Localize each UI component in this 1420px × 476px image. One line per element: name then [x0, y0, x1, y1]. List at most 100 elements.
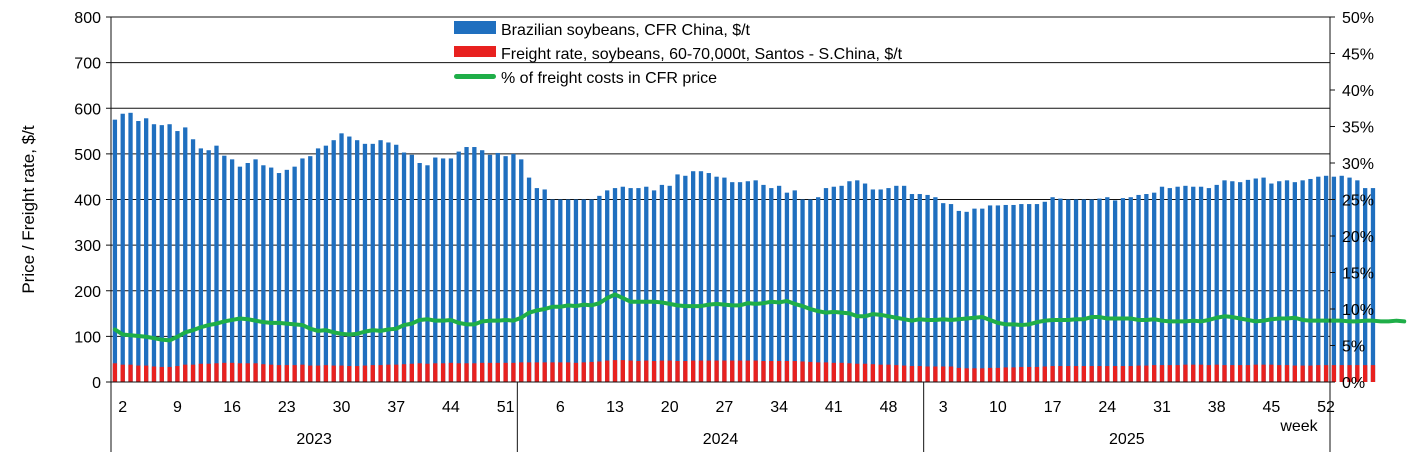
bar-soybeans: [112, 119, 118, 382]
bar-freight: [698, 360, 704, 382]
bar-soybeans: [378, 140, 383, 382]
bar-soybeans: [276, 173, 282, 382]
bar-freight: [1073, 366, 1079, 382]
line-freight-share: [112, 292, 1407, 343]
bar-soybeans: [1292, 182, 1297, 382]
bar-soybeans: [644, 186, 649, 382]
bar-freight: [941, 366, 946, 382]
bar-freight: [1058, 366, 1063, 382]
bar-soybeans: [1331, 176, 1337, 382]
bar-soybeans: [948, 204, 954, 382]
bar-freight: [933, 366, 938, 382]
bar-soybeans: [1214, 184, 1219, 382]
x-tick-label: 27: [716, 399, 734, 416]
bar-freight: [394, 364, 399, 382]
bar-soybeans: [1198, 186, 1204, 382]
bar-freight: [261, 364, 266, 382]
bar-freight: [1042, 366, 1047, 382]
y-axis-left: 0 100 200 300 400 500 600 700 800: [74, 10, 111, 392]
bar-soybeans: [597, 195, 602, 382]
x-tick-label: 16: [223, 399, 241, 416]
bar-soybeans: [909, 194, 915, 382]
bar-freight: [1183, 364, 1188, 382]
x-tick-label: 31: [1153, 399, 1171, 416]
y-tick-label: 600: [74, 101, 101, 118]
bar-soybeans: [855, 180, 860, 382]
bar-freight: [526, 362, 532, 382]
bar-freight: [1261, 364, 1266, 382]
bar-soybeans: [831, 186, 836, 382]
bar-soybeans: [1206, 188, 1212, 382]
bar-freight: [667, 360, 672, 382]
bar-freight: [917, 366, 922, 382]
bar-freight: [222, 362, 227, 382]
bar-soybeans: [120, 113, 125, 382]
y2-tick-label: 20%: [1342, 229, 1374, 246]
bar-soybeans: [214, 145, 219, 382]
bar-freight: [683, 361, 688, 382]
bar-soybeans: [542, 189, 547, 382]
bar-soybeans: [370, 143, 375, 382]
y-axis-title: Price / Freight rate, $/t: [19, 125, 38, 293]
bar-soybeans: [495, 152, 500, 382]
bar-soybeans: [1237, 182, 1243, 382]
x-tick-label: 17: [1044, 399, 1062, 416]
bar-freight: [1175, 365, 1180, 382]
bar-soybeans: [347, 136, 352, 382]
bar-soybeans: [362, 143, 368, 382]
x-tick-label: 45: [1262, 399, 1280, 416]
bar-freight: [1159, 365, 1165, 382]
legend-swatch-soybeans: [454, 21, 496, 34]
bar-soybeans: [1136, 194, 1141, 382]
bar-soybeans: [1300, 180, 1305, 382]
bar-soybeans: [1370, 188, 1376, 382]
bar-soybeans: [1003, 204, 1008, 382]
bar-freight: [651, 361, 657, 382]
bar-soybeans: [1066, 199, 1071, 382]
bar-soybeans: [1245, 179, 1251, 382]
x-tick-label: 3: [939, 399, 948, 416]
bar-freight: [1300, 365, 1305, 382]
x-tick-label: 24: [1098, 399, 1116, 416]
bar-freight: [1245, 365, 1251, 382]
bar-soybeans: [573, 199, 579, 382]
bar-soybeans: [620, 186, 625, 382]
bar-freight: [948, 366, 954, 382]
bar-soybeans: [253, 159, 258, 382]
y2-tick-label: 15%: [1342, 266, 1374, 283]
bar-soybeans: [933, 197, 938, 382]
y2-tick-label: 35%: [1342, 120, 1374, 137]
bar-freight: [776, 361, 782, 382]
bar-freight: [120, 364, 125, 382]
x-axis: 2 9 16 23 30 37 44 51 2023 6 13 20 27 34 41 48 2024 3 10 17…: [110, 382, 1335, 452]
bar-freight: [276, 365, 282, 382]
bar-soybeans: [1034, 204, 1040, 382]
x-tick-label: 9: [173, 399, 182, 416]
legend-swatch-freight: [454, 46, 496, 57]
bar-freight: [714, 360, 719, 382]
bar-soybeans: [323, 145, 329, 382]
bar-freight: [144, 365, 149, 382]
bar-freight: [339, 365, 344, 382]
bar-freight: [1120, 366, 1126, 382]
bar-freight: [370, 365, 375, 382]
bar-freight: [167, 366, 172, 382]
y-tick-label: 300: [74, 238, 101, 255]
bar-soybeans: [659, 184, 665, 382]
bar-freight: [1152, 365, 1157, 382]
bar-freight: [691, 360, 696, 382]
bar-freight: [1089, 366, 1094, 382]
x-tick-label: 6: [556, 399, 565, 416]
bar-freight: [1355, 365, 1360, 382]
x-tick-label: 13: [606, 399, 624, 416]
bar-soybeans: [394, 144, 399, 382]
bar-soybeans: [1019, 204, 1024, 382]
bar-freight: [1066, 366, 1071, 382]
bar-soybeans: [816, 197, 821, 382]
bar-soybeans: [198, 148, 204, 382]
x-tick-label: 48: [880, 399, 898, 416]
bar-freight: [1339, 365, 1344, 382]
bar-freight: [831, 362, 836, 382]
bar-soybeans: [519, 159, 524, 382]
bar-soybeans: [1183, 185, 1188, 382]
